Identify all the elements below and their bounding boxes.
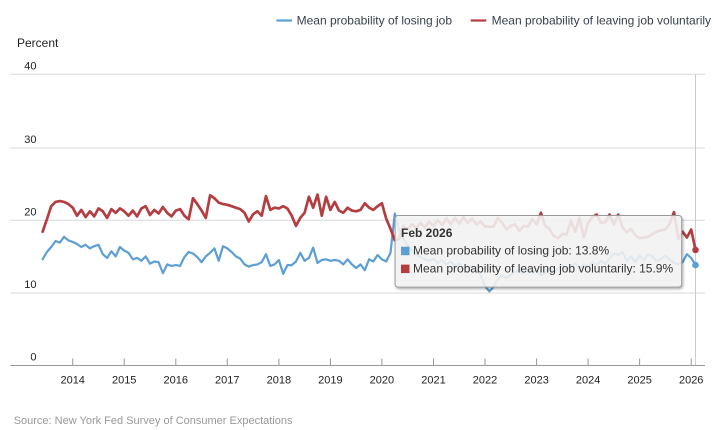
svg-text:Mean probability of losing job: Mean probability of losing job: 13.8% xyxy=(413,243,609,257)
svg-text:2014: 2014 xyxy=(60,375,84,387)
svg-text:2022: 2022 xyxy=(473,375,497,387)
svg-text:2019: 2019 xyxy=(318,375,342,387)
svg-text:2026: 2026 xyxy=(679,375,703,387)
svg-text:Source: New York Fed Survey of: Source: New York Fed Survey of Consumer … xyxy=(14,415,293,427)
svg-text:Mean probability of losing job: Mean probability of losing job xyxy=(297,14,453,28)
svg-text:0: 0 xyxy=(30,352,36,364)
svg-text:2020: 2020 xyxy=(370,375,394,387)
svg-text:2016: 2016 xyxy=(164,375,188,387)
svg-text:20: 20 xyxy=(24,206,36,218)
svg-text:2025: 2025 xyxy=(627,375,651,387)
svg-text:Mean probability of leaving jo: Mean probability of leaving job voluntar… xyxy=(413,261,673,275)
svg-text:30: 30 xyxy=(24,134,36,146)
svg-text:2015: 2015 xyxy=(112,375,136,387)
svg-text:2018: 2018 xyxy=(267,375,291,387)
svg-text:2023: 2023 xyxy=(524,375,548,387)
svg-text:2017: 2017 xyxy=(215,375,239,387)
svg-text:2021: 2021 xyxy=(421,375,445,387)
svg-text:Mean probability of leaving jo: Mean probability of leaving job voluntar… xyxy=(492,14,711,28)
svg-text:2024: 2024 xyxy=(576,375,600,387)
svg-text:40: 40 xyxy=(24,61,36,73)
svg-text:Feb 2026: Feb 2026 xyxy=(401,226,453,240)
svg-text:Percent: Percent xyxy=(17,36,59,50)
svg-text:10: 10 xyxy=(24,279,36,291)
